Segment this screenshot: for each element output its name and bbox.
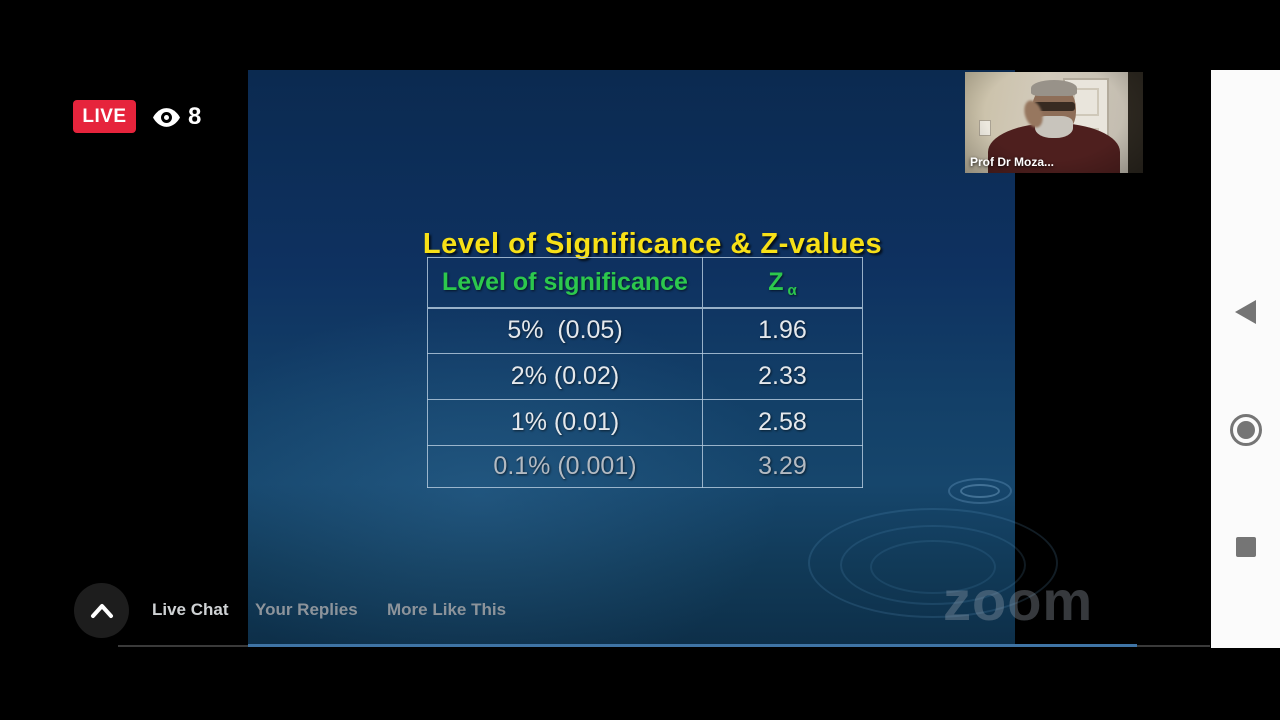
- z-cell: 2.33: [702, 353, 863, 400]
- water-ripple-decoration: [960, 484, 1000, 498]
- eye-icon: [153, 107, 180, 127]
- webcam-name-label: Prof Dr Moza...: [970, 155, 1055, 169]
- level-cell: 0.1% (0.001): [427, 445, 703, 488]
- home-button[interactable]: [1211, 408, 1280, 452]
- level-cell: 2% (0.02): [427, 353, 703, 400]
- viewer-count-group: 8: [152, 102, 201, 132]
- presenter-beard: [1035, 116, 1073, 138]
- presenter-glasses: [1033, 102, 1075, 111]
- table-row: 1% (0.01) 2.58: [427, 399, 863, 446]
- table-row: 0.1% (0.001) 3.29: [427, 445, 863, 488]
- back-button[interactable]: [1211, 290, 1280, 334]
- android-nav-bar: [1211, 70, 1280, 648]
- webcam-overlay[interactable]: Prof Dr Moza...: [965, 72, 1143, 173]
- collapse-panel-button[interactable]: [74, 583, 129, 638]
- home-circle-icon: [1229, 414, 1262, 446]
- alpha-subscript: α: [787, 281, 797, 299]
- background-doorframe: [1128, 72, 1143, 173]
- recents-square-icon: [1235, 537, 1256, 557]
- back-triangle-icon: [1235, 300, 1256, 324]
- water-ripple-decoration: [808, 508, 1058, 618]
- tab-your-replies[interactable]: Your Replies: [255, 600, 358, 619]
- z-cell: 1.96: [702, 307, 863, 354]
- live-badge: LIVE: [73, 100, 136, 133]
- table-row: 5% (0.05) 1.96: [427, 307, 863, 354]
- video-player[interactable]: Level of Significance & Z-values Level o…: [248, 70, 1143, 645]
- tab-live-chat[interactable]: Live Chat: [152, 600, 229, 619]
- table-header-level: Level of significance: [427, 257, 703, 309]
- slide-title: Level of Significance & Z-values: [422, 228, 883, 260]
- water-ripple-decoration: [948, 478, 1012, 504]
- presenter-hair: [1031, 80, 1077, 96]
- tab-more-like-this[interactable]: More Like This: [387, 600, 507, 619]
- vignette-shade: [965, 72, 1143, 173]
- presentation-slide: Level of Significance & Z-values Level o…: [248, 70, 1058, 645]
- level-cell: 5% (0.05): [427, 307, 703, 354]
- chevron-up-icon: [90, 603, 113, 618]
- background-wall-socket: [979, 120, 991, 136]
- viewer-count: 8: [188, 103, 202, 130]
- recents-button[interactable]: [1211, 525, 1280, 569]
- water-ripple-decoration: [840, 525, 1026, 605]
- water-ripple-decoration: [870, 540, 996, 594]
- table-row: 2% (0.02) 2.33: [427, 353, 863, 400]
- level-cell: 1% (0.01): [427, 399, 703, 446]
- zoom-watermark: zoom: [943, 569, 1094, 632]
- seekbar-progress[interactable]: [248, 644, 1137, 647]
- z-cell: 3.29: [702, 445, 863, 488]
- z-cell: 2.58: [702, 399, 863, 446]
